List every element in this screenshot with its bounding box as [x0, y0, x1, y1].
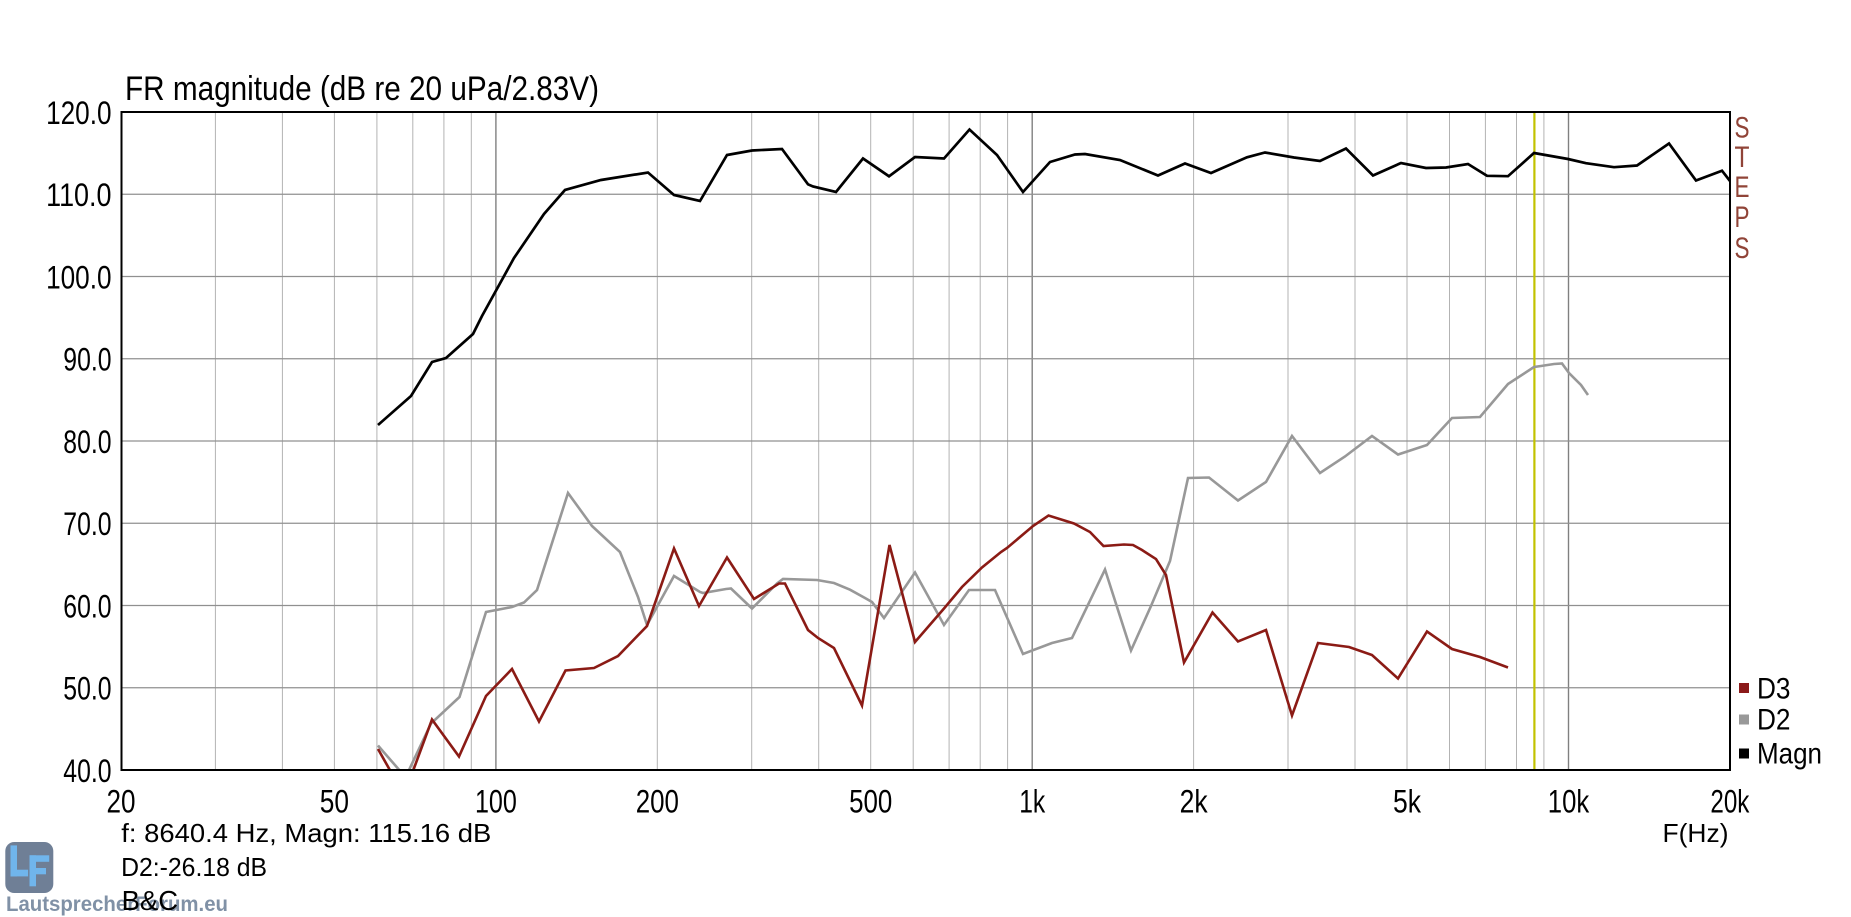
- svg-text:90.0: 90.0: [63, 342, 111, 378]
- svg-text:20k: 20k: [1710, 783, 1750, 819]
- svg-text:1k: 1k: [1019, 783, 1046, 819]
- svg-text:T: T: [1735, 141, 1750, 174]
- svg-text:70.0: 70.0: [63, 506, 111, 542]
- svg-text:2k: 2k: [1180, 783, 1209, 819]
- svg-text:E: E: [1735, 171, 1750, 204]
- svg-text:D3: D3: [1757, 673, 1791, 706]
- svg-text:LautsprecherForum.eu: LautsprecherForum.eu: [6, 893, 228, 916]
- svg-text:50: 50: [320, 783, 349, 819]
- svg-text:40.0: 40.0: [63, 753, 111, 789]
- svg-text:100.0: 100.0: [46, 259, 111, 295]
- svg-text:20: 20: [107, 783, 136, 819]
- svg-text:P: P: [1735, 201, 1750, 234]
- svg-text:200: 200: [636, 783, 679, 819]
- svg-text:5k: 5k: [1393, 783, 1422, 819]
- svg-text:50.0: 50.0: [63, 671, 111, 707]
- svg-text:FR magnitude (dB re 20 uPa/2.8: FR magnitude (dB re 20 uPa/2.83V): [125, 70, 599, 108]
- svg-text:D2:-26.18 dB: D2:-26.18 dB: [121, 852, 267, 882]
- svg-text:60.0: 60.0: [63, 588, 111, 624]
- svg-text:Magn: Magn: [1757, 737, 1822, 770]
- svg-text:120.0: 120.0: [46, 95, 111, 131]
- svg-text:F(Hz): F(Hz): [1663, 818, 1729, 848]
- svg-text:S: S: [1735, 111, 1750, 144]
- svg-text:80.0: 80.0: [63, 424, 111, 460]
- svg-text:S: S: [1735, 232, 1750, 265]
- svg-text:110.0: 110.0: [46, 177, 111, 213]
- svg-text:B&C: B&C: [122, 885, 179, 916]
- svg-text:D2: D2: [1757, 703, 1791, 736]
- svg-text:500: 500: [849, 783, 892, 819]
- svg-text:f: 8640.4 Hz, Magn: 115.16 dB: f: 8640.4 Hz, Magn: 115.16 dB: [121, 818, 491, 848]
- svg-text:100: 100: [475, 783, 517, 819]
- svg-text:10k: 10k: [1548, 783, 1590, 819]
